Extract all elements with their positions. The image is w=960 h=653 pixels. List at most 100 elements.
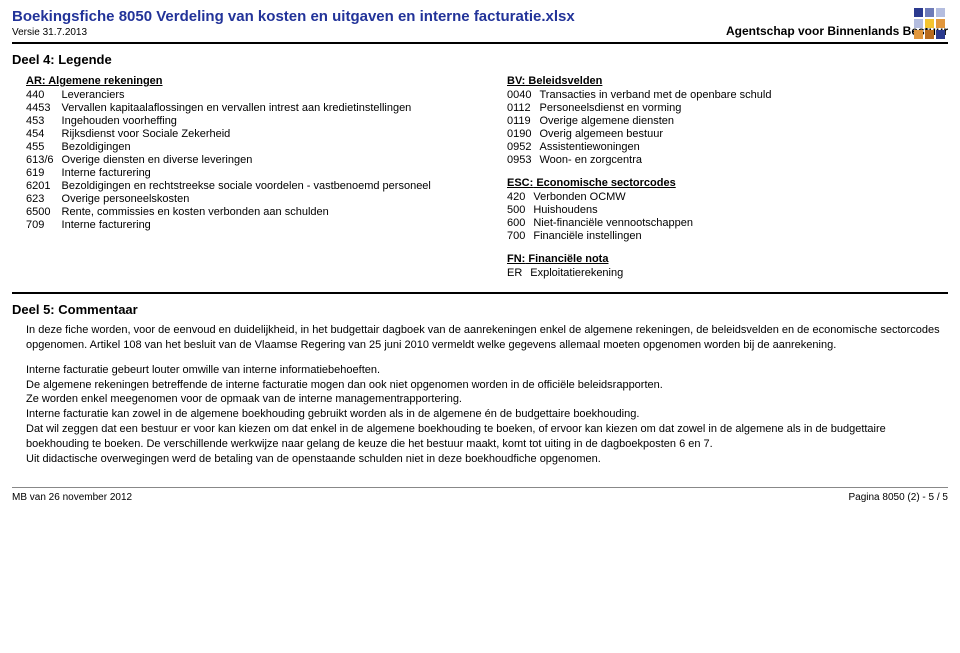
commentary-line: Interne facturatie kan zowel in de algem…: [26, 408, 639, 420]
commentary-line: De algemene rekeningen betreffende de in…: [26, 379, 663, 391]
group-abbr: BV:: [507, 75, 525, 87]
logo-icon: [914, 8, 948, 45]
commentary-line: Uit didactische overwegingen werd de bet…: [26, 453, 601, 465]
logo-dot: [914, 8, 923, 17]
section-title-deel4: Deel 4: Legende: [12, 52, 948, 67]
legend-left-column: AR: Algemene rekeningen 440Leveranciers4…: [26, 73, 467, 280]
logo-dot: [925, 30, 934, 39]
desc-cell: Woon- en zorgcentra: [539, 154, 779, 167]
footer-left: MB van 26 november 2012: [12, 492, 132, 503]
table-row: 420Verbonden OCMW: [507, 191, 701, 204]
table-row: 500Huishoudens: [507, 204, 701, 217]
desc-cell: Personeelsdienst en vorming: [539, 102, 779, 115]
group-rest: Financiële nota: [525, 253, 608, 265]
table-row: 0190Overig algemeen bestuur: [507, 128, 779, 141]
group-heading: ESC: Economische sectorcodes: [507, 177, 948, 189]
table-row: 700Financiële instellingen: [507, 230, 701, 243]
table-row: 455Bezoldigingen: [26, 141, 439, 154]
logo-dot: [914, 30, 923, 39]
group-heading-ar: AR: Algemene rekeningen: [26, 75, 467, 87]
code-cell: 0112: [507, 102, 539, 115]
desc-cell: Transacties in verband met de openbare s…: [539, 89, 779, 102]
code-cell: 600: [507, 217, 533, 230]
code-cell: 4453: [26, 102, 62, 115]
footer-right: Pagina 8050 (2) - 5 / 5: [848, 492, 948, 503]
commentary-p2: Interne facturatie gebeurt louter omwill…: [26, 363, 948, 467]
desc-cell: Huishoudens: [533, 204, 701, 217]
code-cell: 6500: [26, 206, 62, 219]
document-header: Boekingsfiche 8050 Verdeling van kosten …: [12, 8, 948, 44]
desc-cell: Bezoldigingen en rechtstreekse sociale v…: [62, 180, 439, 193]
commentary-line: Dat wil zeggen dat een bestuur er voor k…: [26, 423, 886, 450]
group-heading: FN: Financiële nota: [507, 253, 948, 265]
desc-cell: Overig algemeen bestuur: [539, 128, 779, 141]
desc-cell: Assistentiewoningen: [539, 141, 779, 154]
code-cell: 453: [26, 115, 62, 128]
table-row: 0040Transacties in verband met de openba…: [507, 89, 779, 102]
code-cell: 454: [26, 128, 62, 141]
desc-cell: Financiële instellingen: [533, 230, 701, 243]
codes-table: 420Verbonden OCMW500Huishoudens600Niet-f…: [507, 191, 701, 243]
code-cell: 6201: [26, 180, 62, 193]
commentary-line: Ze worden enkel meegenomen voor de opmaa…: [26, 393, 462, 405]
code-cell: 420: [507, 191, 533, 204]
code-cell: 623: [26, 193, 62, 206]
desc-cell: Bezoldigingen: [62, 141, 439, 154]
desc-cell: Rente, commissies en kosten verbonden aa…: [62, 206, 439, 219]
logo-dot: [936, 19, 945, 28]
table-row: 4453Vervallen kapitaalaflossingen en ver…: [26, 102, 439, 115]
code-cell: 619: [26, 167, 62, 180]
desc-cell: Verbonden OCMW: [533, 191, 701, 204]
desc-cell: Leveranciers: [62, 89, 439, 102]
legend-right-column: BV: Beleidsvelden 0040Transacties in verb…: [507, 73, 948, 280]
desc-cell: Niet-financiële vennootschappen: [533, 217, 701, 230]
document-title: Boekingsfiche 8050 Verdeling van kosten …: [12, 8, 948, 25]
page: Boekingsfiche 8050 Verdeling van kosten …: [0, 0, 960, 640]
commentary-p1: In deze fiche worden, voor de eenvoud en…: [26, 323, 948, 353]
group-rest: Algemene rekeningen: [46, 75, 163, 87]
table-row: 0112Personeelsdienst en vorming: [507, 102, 779, 115]
table-row: 619Interne facturering: [26, 167, 439, 180]
group-abbr: FN:: [507, 253, 525, 265]
code-cell: 0040: [507, 89, 539, 102]
desc-cell: Overige algemene diensten: [539, 115, 779, 128]
logo-dot: [914, 19, 923, 28]
desc-cell: Vervallen kapitaalaflossingen en vervall…: [62, 102, 439, 115]
section-title-deel5: Deel 5: Commentaar: [12, 302, 948, 317]
commentary-line: Interne facturatie gebeurt louter omwill…: [26, 364, 380, 376]
logo-dot: [936, 8, 945, 17]
commentary-body: In deze fiche worden, voor de eenvoud en…: [12, 323, 948, 467]
divider: [12, 292, 948, 294]
code-cell: 709: [26, 219, 62, 232]
code-cell: ER: [507, 267, 530, 280]
table-row: 6500Rente, commissies en kosten verbonde…: [26, 206, 439, 219]
group-rest: Beleidsvelden: [525, 75, 602, 87]
desc-cell: Overige personeelskosten: [62, 193, 439, 206]
desc-cell: Overige diensten en diverse leveringen: [62, 154, 439, 167]
group-spacer: [507, 167, 948, 175]
code-cell: 440: [26, 89, 62, 102]
code-cell: 0953: [507, 154, 539, 167]
group-abbr: AR:: [26, 75, 46, 87]
code-cell: 0119: [507, 115, 539, 128]
desc-cell: Interne facturering: [62, 219, 439, 232]
codes-table: 0040Transacties in verband met de openba…: [507, 89, 779, 167]
table-row: 6201Bezoldigingen en rechtstreekse socia…: [26, 180, 439, 193]
table-row: 440Leveranciers: [26, 89, 439, 102]
group-abbr: ESC:: [507, 177, 533, 189]
logo-dot: [925, 8, 934, 17]
desc-cell: Ingehouden voorheffing: [62, 115, 439, 128]
group-spacer: [507, 243, 948, 251]
table-row: 613/6Overige diensten en diverse leverin…: [26, 154, 439, 167]
table-row: ERExploitatierekening: [507, 267, 631, 280]
page-footer: MB van 26 november 2012 Pagina 8050 (2) …: [12, 487, 948, 503]
table-row: 0119Overige algemene diensten: [507, 115, 779, 128]
group-heading: BV: Beleidsvelden: [507, 75, 948, 87]
group-rest: Economische sectorcodes: [533, 177, 675, 189]
code-cell: 0190: [507, 128, 539, 141]
table-row: 709Interne facturering: [26, 219, 439, 232]
table-row: 623Overige personeelskosten: [26, 193, 439, 206]
codes-table-ar: 440Leveranciers4453Vervallen kapitaalafl…: [26, 89, 439, 232]
code-cell: 613/6: [26, 154, 62, 167]
desc-cell: Exploitatierekening: [530, 267, 631, 280]
